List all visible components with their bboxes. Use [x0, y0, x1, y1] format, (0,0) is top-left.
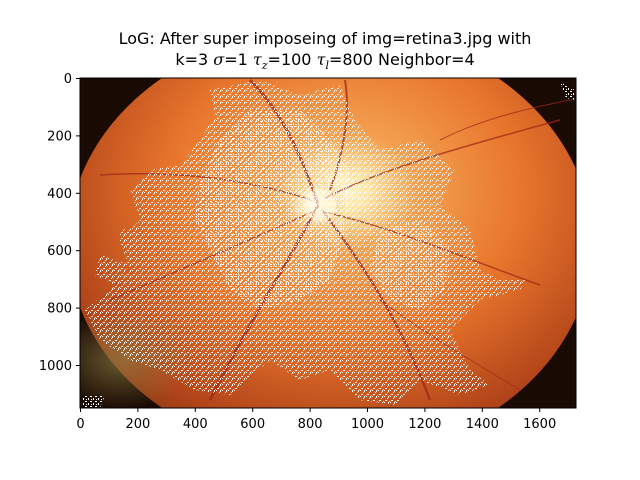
retina-image — [80, 78, 576, 408]
x-tick-label: 1000 — [351, 417, 384, 432]
x-tick-label: 1600 — [523, 417, 556, 432]
y-tick-label: 400 — [47, 187, 72, 202]
figure-title-line1: LoG: After super imposeing of img=retina… — [118, 29, 532, 48]
y-tick-label: 200 — [47, 129, 72, 144]
x-tick-label: 800 — [298, 417, 323, 432]
x-axis — [80, 408, 541, 412]
y-tick-label: 800 — [47, 302, 72, 317]
edge-overlay — [82, 80, 575, 408]
y-tick-label: 1000 — [39, 359, 72, 374]
x-tick-label: 0 — [76, 417, 84, 432]
y-tick-label: 0 — [64, 72, 72, 87]
x-tick-label: 200 — [125, 417, 150, 432]
axes-frame — [79, 77, 577, 409]
figure-title-line2: k=3 σ=1 τz=100 τl=800 Neighbor=4 — [175, 50, 475, 73]
x-tick-label: 1400 — [466, 417, 499, 432]
x-tick-label: 600 — [240, 417, 265, 432]
x-tick-label: 400 — [183, 417, 208, 432]
x-tick-label: 1200 — [408, 417, 441, 432]
y-axis — [76, 78, 80, 366]
y-tick-label: 600 — [47, 244, 72, 259]
